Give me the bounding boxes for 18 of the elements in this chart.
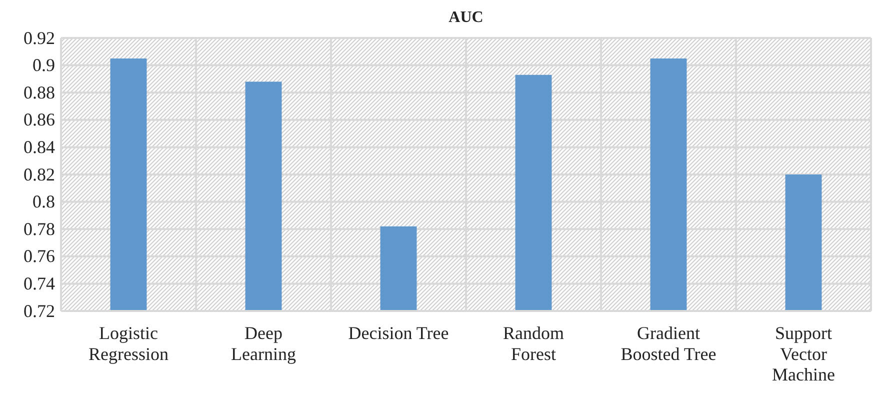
x-tick-label: Support Vector Machine [772, 323, 835, 385]
y-tick-label: 0.84 [24, 136, 55, 157]
x-tick-label: Gradient Boosted Tree [620, 323, 716, 364]
y-tick-label: 0.88 [24, 82, 55, 102]
y-tick-label: 0.9 [32, 55, 55, 76]
y-tick-label: 0.86 [24, 110, 55, 130]
chart-title: AUC [448, 9, 484, 26]
x-tick-label: Decision Tree [348, 323, 449, 344]
y-tick-label: 0.76 [24, 246, 55, 266]
y-tick-label: 0.72 [24, 300, 55, 321]
x-tick-label: Random Forest [503, 323, 564, 364]
y-tick-label: 0.78 [24, 218, 55, 239]
x-tick-label: Logistic Regression [88, 323, 168, 364]
y-tick-label: 0.82 [24, 164, 55, 184]
x-tick-label: Deep Learning [231, 323, 296, 364]
y-tick-label: 0.74 [24, 273, 55, 294]
y-tick-label: 0.8 [32, 192, 55, 212]
y-tick-label: 0.92 [24, 28, 55, 48]
